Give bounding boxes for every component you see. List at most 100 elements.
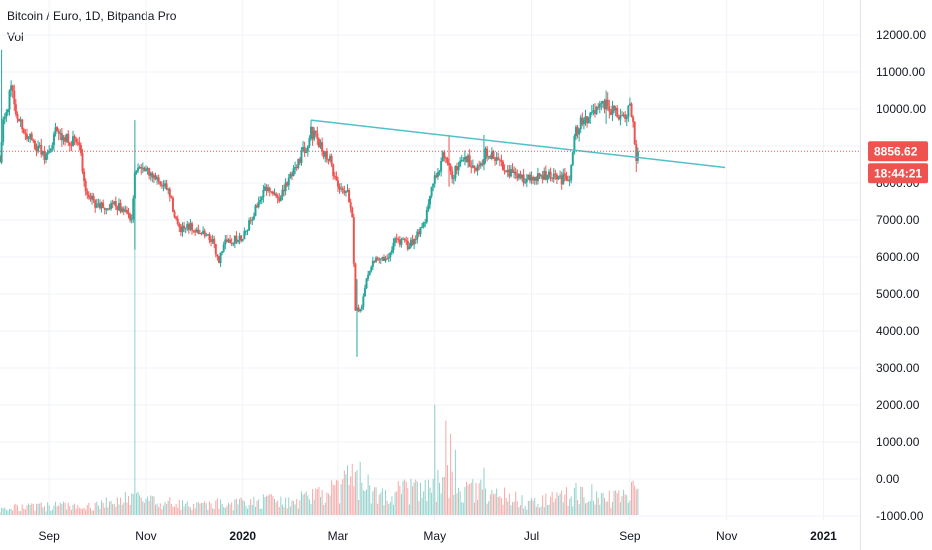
candle-body: [441, 152, 444, 162]
volume-bar: [254, 506, 256, 515]
candle: [35, 143, 38, 157]
candle-body: [371, 260, 374, 267]
candle: [611, 100, 614, 122]
volume-bar: [423, 491, 425, 515]
candle-body: [241, 239, 244, 241]
volume-bar: [445, 420, 447, 515]
candle-body: [100, 202, 103, 209]
volume-bar: [112, 504, 114, 515]
candle-body: [600, 102, 603, 104]
candle: [79, 142, 82, 156]
candle-body: [609, 111, 612, 115]
volume-bar: [147, 496, 149, 515]
volume-bar: [294, 504, 296, 515]
candle: [500, 154, 503, 167]
candle: [614, 105, 617, 117]
candle-body: [436, 172, 439, 177]
volume-bar: [4, 507, 6, 515]
volume-bar: [12, 510, 14, 515]
candle-body: [576, 126, 579, 135]
candle-body: [62, 137, 65, 141]
candle: [433, 171, 436, 188]
candle-body: [19, 119, 22, 122]
candle: [549, 167, 552, 182]
candle-body: [311, 126, 314, 140]
candle-body: [276, 196, 279, 199]
candle-body: [217, 256, 220, 264]
volume-bar: [618, 490, 620, 515]
candle: [186, 220, 189, 232]
candle: [38, 142, 41, 149]
candle-body: [176, 218, 179, 224]
volume-bar: [478, 483, 480, 515]
candle: [484, 146, 487, 164]
volume-bar: [134, 164, 136, 515]
candle-body: [497, 157, 500, 160]
candle-body: [178, 223, 181, 228]
candle: [173, 209, 176, 219]
candle-body: [565, 175, 568, 180]
volume-bar: [437, 469, 439, 515]
candle-body: [192, 230, 195, 232]
candle-body: [419, 227, 422, 235]
candle: [143, 166, 146, 172]
candle-body: [554, 173, 557, 175]
volume-bar: [37, 503, 39, 515]
volume-bar: [240, 497, 242, 515]
trendline[interactable]: [310, 119, 726, 169]
candle: [167, 187, 170, 195]
candle-body: [330, 155, 333, 165]
volume-bar: [70, 509, 72, 515]
candle: [170, 195, 173, 199]
candle: [132, 195, 135, 223]
candle: [73, 134, 76, 146]
candle-body: [187, 224, 190, 230]
volume-bar: [596, 491, 598, 515]
volume-bar: [110, 500, 112, 515]
volume-bar: [188, 506, 190, 515]
volume-bar: [565, 487, 567, 515]
volume-bar: [534, 498, 536, 515]
volume-bar: [583, 497, 585, 515]
volume-bar: [307, 495, 309, 515]
candle: [581, 112, 584, 127]
candle-body: [251, 219, 254, 221]
volume-bar: [16, 505, 18, 515]
candle-body: [184, 228, 187, 230]
volume-bar: [283, 507, 285, 515]
candle: [194, 228, 197, 236]
candle: [37, 140, 40, 154]
volume-bar: [394, 492, 396, 515]
candle: [2, 116, 5, 146]
volume-bar: [605, 501, 607, 515]
candle-body: [341, 188, 344, 190]
candle-body: [459, 160, 462, 167]
candle-body: [127, 212, 130, 215]
candle: [554, 169, 557, 180]
candle: [490, 147, 493, 161]
candle: [114, 196, 117, 210]
volume-bar: [432, 479, 434, 515]
candle: [197, 224, 200, 235]
volume-bar: [194, 508, 196, 515]
candle: [187, 222, 190, 234]
volume-bar: [556, 492, 558, 515]
volume-bar: [469, 483, 471, 515]
candle: [238, 232, 241, 245]
candle: [498, 158, 501, 166]
volume-bar: [450, 434, 452, 515]
volume-bar: [619, 502, 621, 515]
candle: [219, 252, 222, 268]
volume-bar: [543, 507, 545, 515]
volume-bar: [351, 463, 353, 515]
candle: [267, 184, 270, 193]
candle-body: [78, 142, 81, 146]
price-tick-label: 1000.00: [876, 435, 920, 449]
candle: [373, 260, 376, 264]
volume-bar: [602, 492, 604, 515]
candle: [540, 173, 543, 179]
candle: [589, 111, 592, 124]
candle: [630, 102, 633, 118]
volume-bar: [569, 498, 571, 515]
